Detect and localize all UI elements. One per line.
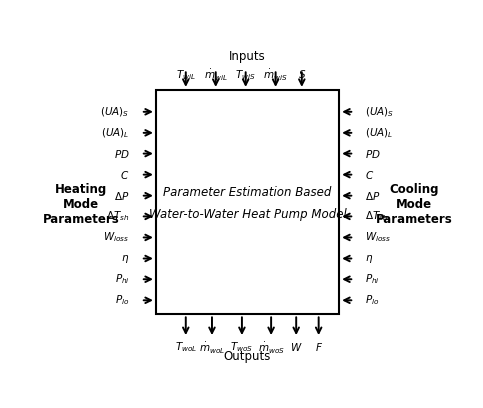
Text: $\eta$: $\eta$ (366, 253, 374, 264)
Text: Parameter Estimation Based: Parameter Estimation Based (163, 186, 332, 199)
Text: $P_{lo}$: $P_{lo}$ (366, 293, 380, 307)
Text: $P_{hi}$: $P_{hi}$ (115, 272, 129, 286)
Text: Water-to-Water Heat Pump Model: Water-to-Water Heat Pump Model (149, 208, 346, 221)
Text: $\dot{m}_{woL}$: $\dot{m}_{woL}$ (199, 341, 225, 355)
Text: $T_{wiS}$: $T_{wiS}$ (235, 68, 256, 82)
Text: $P_{lo}$: $P_{lo}$ (115, 293, 129, 307)
Text: $\Delta T_{sh}$: $\Delta T_{sh}$ (366, 209, 389, 223)
Text: $(UA)_L$: $(UA)_L$ (101, 126, 129, 140)
Text: Inputs: Inputs (229, 50, 266, 63)
Text: $(UA)_S$: $(UA)_S$ (366, 105, 395, 119)
Text: $(UA)_S$: $(UA)_S$ (100, 105, 129, 119)
Text: $T_{woL}$: $T_{woL}$ (175, 341, 197, 354)
Text: $\dot{m}_{wiS}$: $\dot{m}_{wiS}$ (263, 68, 288, 83)
Text: $PD$: $PD$ (366, 148, 381, 160)
Text: $(UA)_L$: $(UA)_L$ (366, 126, 394, 140)
Text: Heating
Mode
Parameters: Heating Mode Parameters (43, 183, 119, 226)
Text: $T_{wiL}$: $T_{wiL}$ (176, 68, 196, 82)
Text: $\Delta T_{sh}$: $\Delta T_{sh}$ (106, 209, 129, 223)
Text: $C$: $C$ (366, 169, 375, 181)
Text: $\dot{m}_{woS}$: $\dot{m}_{woS}$ (257, 341, 284, 355)
Text: $P_{hi}$: $P_{hi}$ (366, 272, 380, 286)
Text: $\Delta P$: $\Delta P$ (114, 190, 129, 202)
Text: $C$: $C$ (120, 169, 129, 181)
Text: $W_{loss}$: $W_{loss}$ (366, 231, 392, 244)
Text: $F$: $F$ (314, 341, 323, 353)
Text: $\eta$: $\eta$ (121, 253, 129, 264)
Text: Cooling
Mode
Parameters: Cooling Mode Parameters (376, 183, 453, 226)
Text: $\dot{m}_{wiL}$: $\dot{m}_{wiL}$ (204, 68, 227, 83)
Text: $W$: $W$ (290, 341, 302, 353)
Text: $W_{loss}$: $W_{loss}$ (103, 231, 129, 244)
Text: $T_{woS}$: $T_{woS}$ (230, 341, 254, 354)
Text: $S$: $S$ (298, 68, 306, 80)
Bar (156, 90, 339, 315)
Text: Outputs: Outputs (224, 350, 271, 363)
Text: $\Delta P$: $\Delta P$ (366, 190, 381, 202)
Text: $PD$: $PD$ (114, 148, 129, 160)
